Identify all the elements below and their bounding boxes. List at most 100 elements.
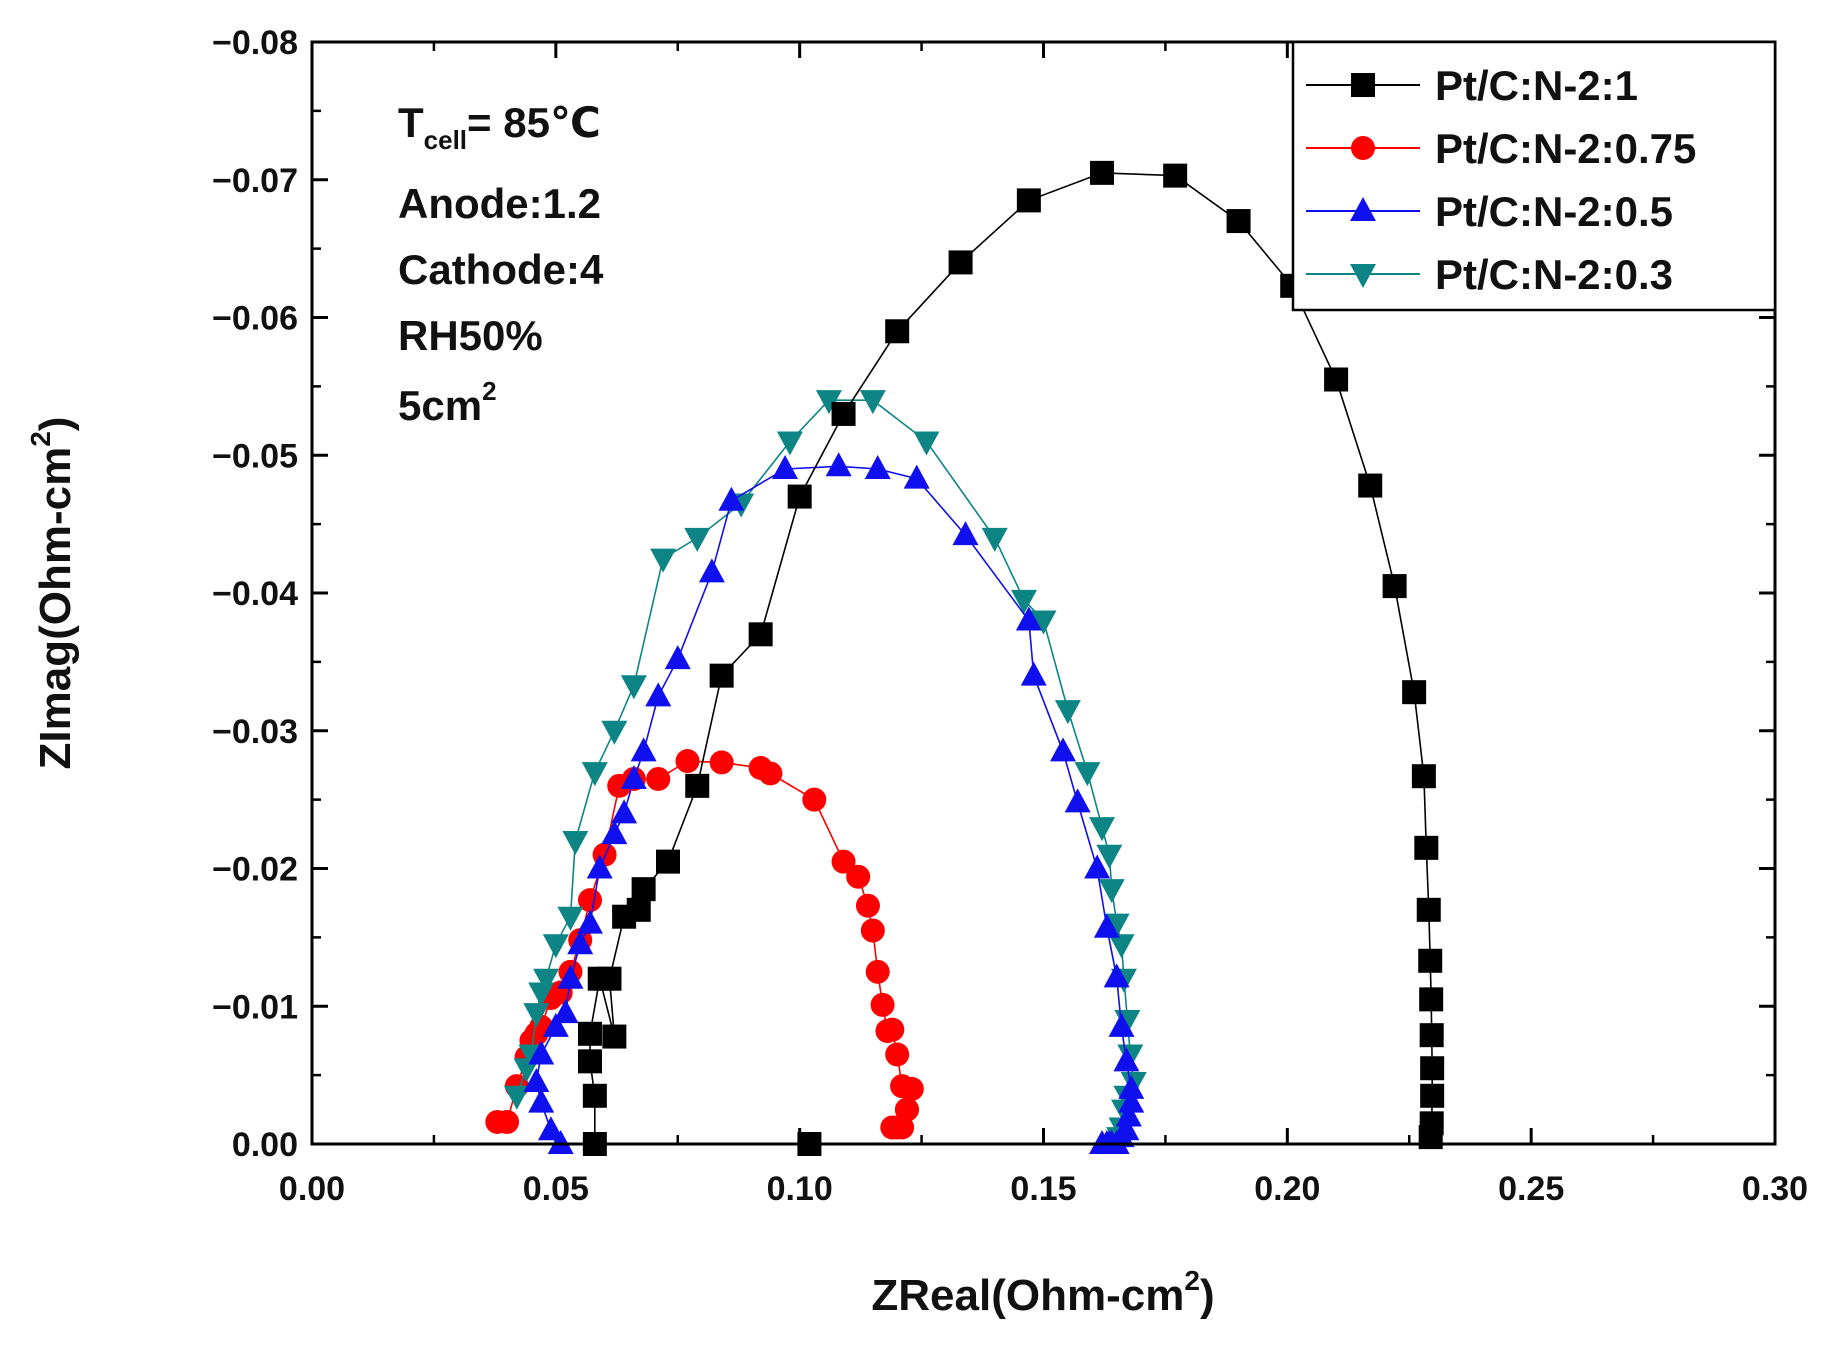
data-point bbox=[684, 527, 711, 552]
data-point bbox=[802, 787, 827, 812]
data-point bbox=[655, 849, 680, 874]
y-tick-label: 0.00 bbox=[232, 1126, 298, 1164]
data-point bbox=[1118, 1088, 1145, 1113]
data-point bbox=[601, 720, 628, 745]
x-axis-title: ZReal(Ohm-cm2) bbox=[871, 1265, 1214, 1320]
data-point bbox=[537, 1116, 564, 1141]
x-tick-label: 0.00 bbox=[279, 1170, 345, 1208]
data-point bbox=[523, 1003, 550, 1028]
legend-marker bbox=[1351, 136, 1375, 160]
data-point bbox=[542, 1012, 569, 1037]
area-label: 5cm bbox=[398, 382, 482, 429]
data-point bbox=[1163, 163, 1188, 188]
data-point bbox=[709, 750, 734, 775]
data-point bbox=[1108, 934, 1135, 959]
data-point bbox=[557, 906, 584, 931]
data-point bbox=[1358, 473, 1383, 498]
x-tick-label: 0.15 bbox=[1010, 1170, 1076, 1208]
data-point bbox=[1414, 835, 1439, 860]
data-point bbox=[503, 1085, 530, 1110]
data-point bbox=[631, 877, 656, 902]
legend-label: Pt/C:N-2:1 bbox=[1435, 62, 1638, 109]
data-point bbox=[1016, 188, 1041, 213]
data-point bbox=[1226, 209, 1251, 234]
data-point bbox=[1418, 1125, 1443, 1150]
data-point bbox=[1093, 913, 1120, 938]
legend-marker bbox=[1350, 264, 1376, 288]
data-point bbox=[1420, 1083, 1445, 1108]
data-point bbox=[885, 1042, 910, 1067]
data-point bbox=[581, 762, 608, 787]
data-point bbox=[948, 250, 973, 275]
data-point bbox=[885, 319, 910, 344]
data-point bbox=[1064, 788, 1091, 813]
data-point bbox=[582, 1083, 607, 1108]
legend-label: Pt/C:N-2:0.5 bbox=[1435, 188, 1673, 235]
data-point bbox=[567, 930, 594, 955]
series-2 bbox=[523, 452, 1145, 1154]
data-point bbox=[685, 773, 710, 798]
axes-layer: 0.00 0.05 0.10 0.15 0.20 0.25 0.30 0.00 −0.01 −0.… bbox=[212, 24, 1808, 1208]
tcell-label: T bbox=[398, 99, 424, 146]
tcell-subscript: cell bbox=[424, 125, 467, 155]
data-point bbox=[758, 761, 783, 786]
data-point bbox=[1418, 948, 1443, 973]
data-point bbox=[1115, 1102, 1142, 1127]
data-point bbox=[1420, 1056, 1445, 1081]
y-tick-label: −0.06 bbox=[212, 300, 298, 338]
data-point bbox=[981, 527, 1008, 552]
data-point bbox=[1074, 762, 1101, 787]
data-point bbox=[533, 968, 560, 993]
data-point bbox=[831, 849, 856, 874]
data-point bbox=[1020, 661, 1047, 686]
data-point bbox=[552, 999, 579, 1024]
data-point bbox=[626, 897, 651, 922]
data-point bbox=[562, 830, 589, 855]
cathode-ratio: Cathode:4 bbox=[398, 246, 604, 293]
data-point bbox=[860, 918, 885, 943]
data-point bbox=[718, 486, 745, 511]
data-point bbox=[528, 1040, 555, 1065]
data-point bbox=[859, 390, 886, 415]
data-point bbox=[557, 964, 584, 989]
data-point bbox=[952, 521, 979, 546]
y-tick-label: −0.02 bbox=[212, 851, 298, 889]
data-point bbox=[1090, 160, 1115, 185]
data-point bbox=[913, 431, 940, 456]
y-axis-title: ZImag(Ohm-cm2) bbox=[25, 417, 80, 770]
data-point bbox=[865, 959, 890, 984]
x-tick-label: 0.10 bbox=[767, 1170, 833, 1208]
data-point bbox=[1382, 574, 1407, 599]
data-point bbox=[586, 854, 613, 879]
data-point bbox=[772, 455, 799, 480]
data-point bbox=[650, 548, 677, 573]
x-tick-label: 0.20 bbox=[1254, 1170, 1320, 1208]
legend-item: Pt/C:N-2:0.5 bbox=[1306, 188, 1673, 235]
data-point bbox=[1113, 1047, 1140, 1072]
data-point bbox=[675, 749, 700, 774]
data-point bbox=[1103, 963, 1130, 988]
y-tick-label: −0.05 bbox=[212, 437, 298, 475]
data-point bbox=[620, 675, 647, 700]
data-point bbox=[870, 992, 895, 1017]
data-point bbox=[815, 390, 842, 415]
data-point bbox=[601, 820, 628, 845]
data-point bbox=[547, 1130, 574, 1154]
data-point bbox=[576, 909, 603, 934]
data-point bbox=[1419, 987, 1444, 1012]
data-point bbox=[611, 799, 638, 824]
svg-text:Tcell= 85℃: Tcell= 85℃ bbox=[398, 99, 601, 155]
y-tick-label: −0.07 bbox=[212, 162, 298, 200]
data-point bbox=[825, 452, 852, 477]
data-point bbox=[698, 558, 725, 583]
data-point bbox=[1419, 1023, 1444, 1048]
area-superscript: 2 bbox=[482, 376, 496, 406]
data-point bbox=[748, 622, 773, 647]
data-point bbox=[523, 1068, 550, 1093]
data-point bbox=[776, 431, 803, 456]
data-point bbox=[880, 1115, 905, 1140]
data-point bbox=[597, 966, 622, 991]
data-point bbox=[831, 401, 856, 426]
data-point bbox=[1050, 737, 1077, 762]
